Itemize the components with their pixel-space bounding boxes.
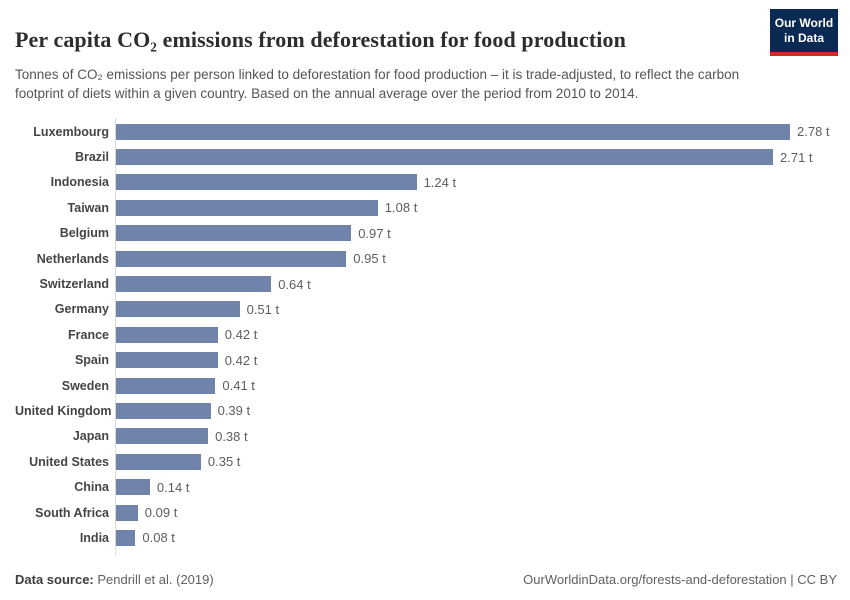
- bar[interactable]: [116, 174, 417, 191]
- bar[interactable]: [116, 428, 209, 445]
- bar[interactable]: [116, 402, 211, 419]
- bar[interactable]: [116, 479, 150, 496]
- owid-logo[interactable]: Our World in Data: [770, 9, 838, 56]
- owid-logo-line2: in Data: [783, 31, 824, 45]
- value-label: 1.24 t: [423, 174, 457, 190]
- chart-row: China 0.14 t: [15, 474, 835, 499]
- owid-logo-line1: Our World: [774, 16, 834, 30]
- country-label[interactable]: France: [68, 327, 109, 342]
- value-label: 2.78 t: [797, 124, 830, 140]
- value-label: 0.42 t: [224, 327, 258, 343]
- country-label[interactable]: Switzerland: [39, 277, 109, 292]
- value-label: 0.39 t: [217, 403, 251, 419]
- value-label: 0.14 t: [156, 479, 190, 495]
- bar[interactable]: [116, 199, 378, 216]
- bar[interactable]: [116, 453, 201, 470]
- chart-row: Luxembourg 2.78 t: [15, 119, 835, 144]
- y-axis-line: [115, 118, 116, 556]
- footer-separator: |: [786, 572, 798, 587]
- chart-row: Netherlands 0.95 t: [15, 246, 835, 271]
- chart-row: Switzerland 0.64 t: [15, 271, 835, 296]
- chart-subtitle: Tonnes of CO₂ emissions per person linke…: [15, 66, 740, 101]
- country-label[interactable]: Sweden: [61, 378, 109, 393]
- chart-row: United States 0.35 t: [15, 449, 835, 474]
- value-label: 0.64 t: [278, 276, 311, 292]
- value-label: 0.51 t: [246, 301, 280, 317]
- value-label: 0.35 t: [207, 454, 241, 470]
- country-label[interactable]: Brazil: [74, 150, 109, 165]
- value-label: 0.41 t: [222, 378, 255, 394]
- country-label[interactable]: Belgium: [59, 226, 109, 241]
- data-source-label: Data source:: [15, 572, 94, 587]
- bar[interactable]: [116, 123, 790, 140]
- chart-row: Germany 0.51 t: [15, 297, 835, 322]
- value-label: 1.08 t: [384, 200, 418, 216]
- country-label[interactable]: Indonesia: [50, 175, 109, 190]
- country-label[interactable]: Germany: [54, 302, 109, 317]
- value-label: 0.38 t: [215, 428, 248, 444]
- bar[interactable]: [116, 352, 218, 369]
- chart-row: India 0.08 t: [15, 525, 835, 550]
- chart-footer: Data source: Pendrill et al. (2019) OurW…: [15, 572, 837, 587]
- bar[interactable]: [116, 250, 347, 267]
- bar[interactable]: [116, 326, 218, 343]
- chart-row: Belgium 0.97 t: [15, 221, 835, 246]
- bar[interactable]: [116, 504, 138, 521]
- country-label[interactable]: Taiwan: [67, 200, 109, 215]
- bar[interactable]: [116, 276, 272, 293]
- footer-right: OurWorldinData.org/forests-and-deforesta…: [523, 572, 837, 587]
- country-label[interactable]: Japan: [72, 429, 109, 444]
- bar-chart: Luxembourg 2.78 t Brazil 2.71 t Indonesia 1.2…: [15, 118, 835, 556]
- page-title: Per capita CO₂ emissions from deforestat…: [15, 26, 626, 52]
- country-label[interactable]: United States: [29, 454, 109, 469]
- country-label[interactable]: China: [74, 480, 109, 495]
- country-label[interactable]: Spain: [74, 353, 109, 368]
- bar[interactable]: [116, 225, 352, 242]
- data-source-value: Pendrill et al. (2019): [93, 572, 214, 587]
- value-label: 0.95 t: [353, 251, 386, 267]
- owid-url-link[interactable]: OurWorldinData.org/forests-and-deforesta…: [523, 572, 787, 587]
- value-label: 0.09 t: [144, 505, 178, 521]
- chart-row: United Kingdom 0.39 t: [15, 398, 835, 423]
- chart-row: Brazil 2.71 t: [15, 144, 835, 169]
- chart-row: Japan 0.38 t: [15, 424, 835, 449]
- chart-row: Sweden 0.41 t: [15, 373, 835, 398]
- value-label: 0.42 t: [224, 352, 258, 368]
- country-label[interactable]: India: [79, 530, 109, 545]
- owid-logo-accent-bar: [770, 52, 838, 56]
- value-label: 0.08 t: [142, 530, 175, 546]
- chart-row: Indonesia 1.24 t: [15, 170, 835, 195]
- chart-row: Taiwan 1.08 t: [15, 195, 835, 220]
- owid-logo-box: Our World in Data: [770, 9, 838, 52]
- chart-rows: Luxembourg 2.78 t Brazil 2.71 t Indonesia 1.2…: [15, 119, 835, 551]
- bar[interactable]: [116, 149, 773, 166]
- country-label[interactable]: Netherlands: [36, 251, 109, 266]
- license-label: CC BY: [797, 572, 837, 587]
- bar[interactable]: [116, 377, 216, 394]
- bar[interactable]: [116, 301, 240, 318]
- chart-row: Spain 0.42 t: [15, 348, 835, 373]
- chart-row: France 0.42 t: [15, 322, 835, 347]
- bar[interactable]: [116, 529, 136, 546]
- country-label[interactable]: South Africa: [35, 505, 109, 520]
- value-label: 2.71 t: [780, 149, 813, 165]
- country-label[interactable]: United Kingdom: [15, 403, 112, 418]
- chart-row: South Africa 0.09 t: [15, 500, 835, 525]
- country-label[interactable]: Luxembourg: [33, 124, 109, 139]
- data-source-note: Data source: Pendrill et al. (2019): [15, 572, 214, 587]
- value-label: 0.97 t: [358, 225, 391, 241]
